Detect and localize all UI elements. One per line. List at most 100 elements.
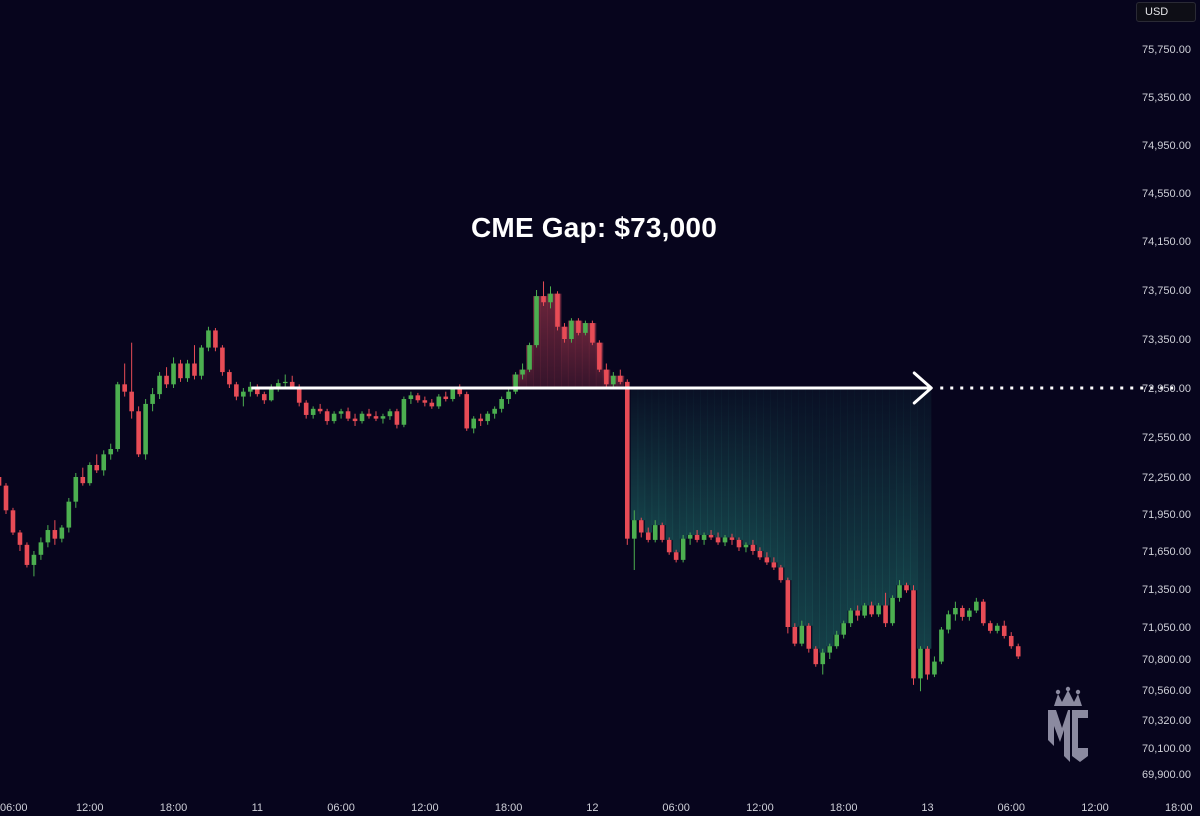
spike-fill-column: [567, 320, 576, 388]
gap-fill-column: [714, 388, 722, 538]
candle-down: [541, 296, 546, 303]
candle-down: [645, 532, 651, 540]
candle-down: [694, 534, 700, 540]
candle-down: [785, 580, 791, 627]
candle-up: [66, 501, 72, 528]
spike-fill-column: [553, 293, 562, 388]
x-tick-label: 12: [586, 802, 598, 814]
candle-down: [883, 605, 888, 624]
x-axis-time-scale[interactable]: 06:00 12:00 18:00 11 06:00 12:00 18:00 12 06:00 1…: [0, 802, 1200, 814]
y-tick-label: 73,350.00: [1142, 334, 1191, 346]
candle-down: [443, 396, 449, 400]
x-tick-label: 12:00: [411, 802, 439, 814]
x-tick-label: 18:00: [830, 802, 858, 814]
candle-up: [631, 520, 637, 539]
candle-down: [478, 418, 483, 422]
candle-up: [513, 374, 518, 392]
gap-fill-column: [644, 388, 653, 533]
candle-up: [150, 394, 155, 404]
gap-fill-column: [686, 388, 695, 535]
candle-down: [227, 372, 232, 385]
x-tick-label: 12:00: [1081, 802, 1109, 814]
candle-down: [192, 363, 197, 376]
candle-down: [52, 530, 58, 539]
candle-up: [471, 418, 477, 429]
candle-up: [492, 408, 497, 414]
gap-fill-column: [658, 388, 667, 526]
gap-fill-column: [826, 388, 834, 647]
gap-fill-column: [861, 388, 869, 606]
candle-up: [722, 537, 728, 543]
candle-down: [345, 411, 351, 419]
y-tick-label: 71,650.00: [1142, 546, 1191, 558]
candle-up: [115, 384, 120, 449]
gap-fill-column: [679, 388, 688, 539]
candle-up: [862, 605, 867, 616]
x-tick-label: 13: [921, 802, 933, 814]
candle-up: [87, 465, 93, 484]
candle-down: [415, 395, 421, 401]
y-tick-label: 71,950.00: [1142, 509, 1191, 521]
candle-down: [3, 485, 9, 511]
candle-down: [366, 413, 372, 417]
y-tick-label: 73,750.00: [1142, 285, 1191, 297]
candle-down: [464, 394, 470, 429]
candle-up: [59, 527, 65, 539]
candle-up: [436, 396, 442, 407]
candle-down: [220, 347, 225, 373]
candle-down: [255, 386, 260, 395]
candle-up: [680, 538, 686, 560]
gap-fill-column: [910, 388, 918, 591]
x-tick-label: 06:00: [327, 802, 355, 814]
candle-down: [296, 386, 302, 403]
candle-up: [282, 381, 288, 384]
candle-down: [708, 534, 714, 538]
mc-crown-logo: [1048, 686, 1088, 762]
gap-fill-column: [735, 388, 743, 540]
y-tick-label: 70,320.00: [1142, 715, 1191, 727]
candle-up: [331, 413, 337, 422]
gap-fill-column: [889, 388, 897, 598]
candle-up: [143, 403, 148, 455]
x-tick-label: 18:00: [160, 802, 188, 814]
candle-down: [164, 375, 169, 385]
candle-up: [799, 625, 805, 644]
candle-up: [101, 454, 107, 471]
candle-down: [590, 323, 595, 343]
gap-fill-column: [819, 388, 827, 653]
candle-up: [876, 605, 881, 615]
y-tick-label: 70,100.00: [1142, 743, 1191, 755]
currency-badge[interactable]: USD: [1136, 2, 1196, 22]
candle-up: [359, 413, 365, 422]
candle-up: [918, 648, 923, 679]
spike-fill-column: [560, 326, 569, 388]
candle-up: [534, 296, 539, 346]
candle-up: [967, 610, 972, 617]
y-tick-label: 75,350.00: [1142, 92, 1191, 104]
candle-up: [338, 411, 344, 414]
candle-down: [715, 537, 721, 543]
gap-fill-column: [903, 388, 911, 586]
candle-down: [562, 326, 567, 339]
candle-down: [750, 544, 756, 551]
candle-down: [618, 375, 623, 382]
candle-up: [848, 610, 853, 624]
candle-down: [597, 342, 602, 370]
x-tick-label: 06:00: [0, 802, 28, 814]
candle-up: [827, 646, 833, 653]
candle-down: [129, 391, 134, 412]
gap-fill-column: [812, 388, 820, 649]
candle-down: [604, 369, 609, 385]
y-tick-label: 74,150.00: [1142, 236, 1191, 248]
gap-fill-column: [742, 388, 750, 545]
candle-down: [422, 400, 428, 403]
candle-up: [387, 411, 393, 417]
candle-up: [450, 389, 456, 400]
candle-up: [401, 399, 407, 425]
gap-fill-column: [651, 388, 660, 526]
candle-up: [994, 625, 1000, 631]
gap-fill-column: [798, 388, 806, 626]
gap-fill-column: [916, 388, 925, 649]
y-axis-price-scale[interactable]: 75,750.00 75,350.00 74,950.00 74,550.00 74,1…: [1142, 44, 1191, 781]
